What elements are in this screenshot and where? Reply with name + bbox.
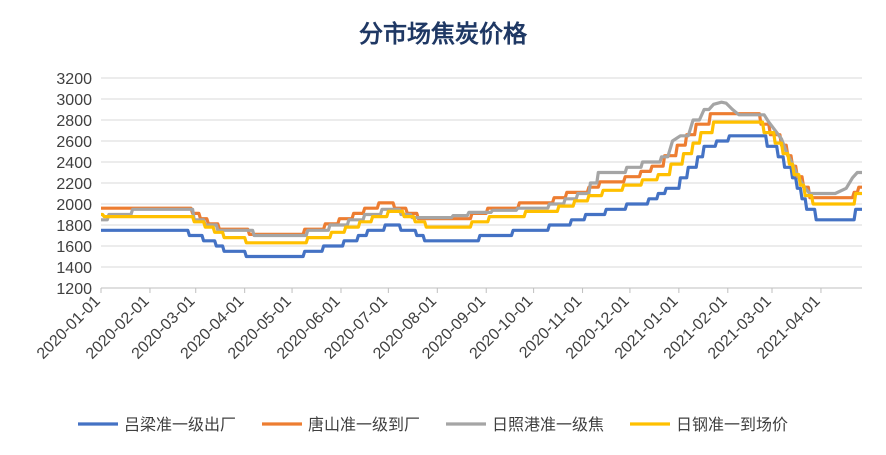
y-axis-ticks: 1200 1400 1600 1800 2000 2200 2400 2600 2800 3000…: [56, 71, 92, 298]
legend-label: 日钢准一到场价: [676, 415, 788, 434]
y-tick-label: 3000: [56, 92, 92, 109]
legend-label: 唐山准一级到厂: [308, 415, 420, 434]
legend-label: 吕梁准一级出厂: [124, 415, 236, 434]
y-tick-label: 1400: [56, 260, 92, 277]
y-tick-label: 2000: [56, 197, 92, 214]
series-line: [101, 100, 862, 238]
y-tick-label: 2600: [56, 134, 92, 151]
y-tick-label: 1200: [56, 281, 92, 298]
y-tick-label: 1800: [56, 218, 92, 235]
y-tick-label: 2800: [56, 113, 92, 130]
y-tick-label: 2200: [56, 176, 92, 193]
y-tick-label: 3200: [56, 71, 92, 88]
gridlines: [101, 77, 862, 289]
legend-label: 日照港准一级焦: [492, 415, 604, 434]
plot-area: [100, 100, 862, 259]
y-tick-label: 1600: [56, 239, 92, 256]
series-line: [101, 134, 862, 259]
series-line: [101, 112, 862, 236]
legend: 吕梁准一级出厂 唐山准一级到厂 日照港准一级焦 日钢准一到场价: [78, 415, 788, 434]
y-tick-label: 2400: [56, 155, 92, 172]
series-line: [100, 120, 862, 245]
x-axis: 2020-01-012020-02-012020-03-012020-04-01…: [34, 287, 862, 363]
chart-title: 分市场焦炭价格: [359, 20, 528, 48]
